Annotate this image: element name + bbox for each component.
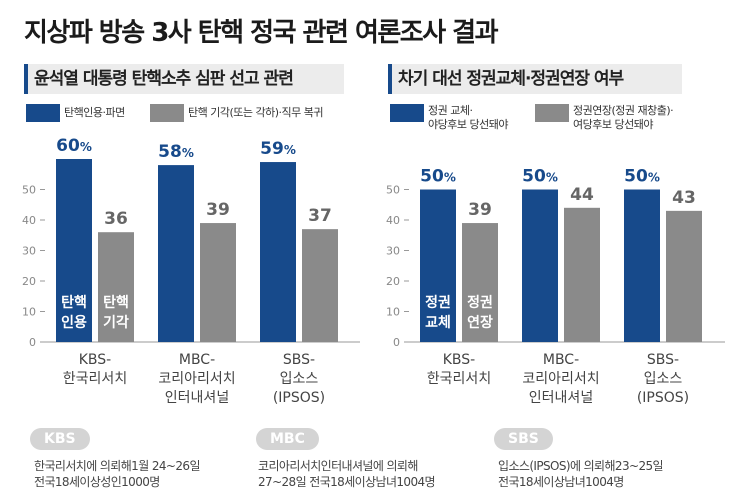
category-label: 인터내셔널	[529, 390, 593, 406]
y-tick-label: 20	[22, 275, 36, 288]
bar	[158, 165, 194, 342]
footer-note-sbs: 입소스(IPSOS)에 의뢰해23~25일 전국18세이상남녀1004명	[498, 459, 664, 489]
category-label: (IPSOS)	[273, 390, 325, 406]
data-label: 39	[206, 200, 230, 220]
bar	[260, 162, 296, 342]
bar	[200, 223, 236, 342]
category-label: KBS-	[79, 352, 111, 368]
data-label: 50%	[420, 167, 456, 187]
footer-badge-mbc: MBC	[256, 428, 319, 450]
in-bar-label: 정권	[425, 294, 451, 311]
y-tick-label: 50	[22, 184, 36, 197]
data-label: 59%	[260, 139, 296, 159]
y-tick-label: 20	[386, 275, 400, 288]
data-label: 37	[308, 206, 332, 226]
footer-note-mbc: 코리아리서치인터내셔널에 의뢰해 27~28일 전국18세이상남녀1004명	[258, 459, 436, 489]
bar	[462, 223, 498, 342]
left-panel-title-text: 윤석열 대통령 탄핵소추 심판 선고 관련	[34, 69, 294, 89]
data-label: 43	[672, 188, 696, 208]
footer-badge-kbs: KBS	[30, 428, 90, 450]
data-label: 36	[104, 209, 128, 229]
y-tick-label: 50	[386, 184, 400, 197]
category-label: 한국리서치	[63, 371, 127, 387]
title-accent-bar	[388, 64, 392, 94]
legend-swatch-gray	[150, 104, 184, 122]
data-label: 39	[468, 200, 492, 220]
category-label: 코리아리서치	[158, 371, 235, 387]
in-bar-label: 연장	[467, 314, 493, 331]
category-label: SBS-	[283, 352, 315, 368]
category-label: 한국리서치	[427, 371, 491, 387]
bar	[666, 210, 702, 342]
category-label: 인터내셔널	[165, 390, 229, 406]
bar	[98, 232, 134, 342]
y-tick-label: 30	[386, 245, 400, 258]
bar	[56, 159, 92, 342]
legend-label-impeach: 탄핵인용·파면	[64, 106, 125, 119]
in-bar-label: 교체	[425, 315, 451, 331]
category-label: SBS-	[647, 352, 679, 368]
data-label: 50%	[624, 167, 660, 187]
left-panel-title: 윤석열 대통령 탄핵소추 심판 선고 관련	[24, 64, 344, 94]
in-bar-label: 정권	[467, 294, 493, 311]
bar	[302, 229, 338, 342]
data-label: 44	[570, 185, 594, 205]
y-tick-label: 0	[29, 336, 36, 349]
category-label: KBS-	[443, 352, 475, 368]
legend-swatch-blue	[390, 104, 424, 122]
category-label: MBC-	[543, 352, 579, 368]
y-tick-label: 10	[22, 306, 36, 319]
category-label: 입소스	[644, 371, 683, 387]
y-tick-label: 40	[386, 214, 400, 227]
y-tick-label: 10	[386, 306, 400, 319]
legend-label-regime-extend: 정권연장(정권 재창출)· 여당후보 당선돼야	[573, 104, 674, 131]
bar	[624, 189, 660, 342]
data-label: 50%	[522, 167, 558, 187]
data-label: 60%	[56, 136, 92, 156]
title-accent-bar	[24, 64, 28, 94]
y-tick-label: 40	[22, 214, 36, 227]
legend-label-dismiss: 탄핵 기각(또는 각하)·직무 복귀	[188, 106, 324, 119]
footer-badge-sbs: SBS	[494, 428, 553, 450]
right-panel-title-text: 차기 대선 정권교체·정권연장 여부	[398, 69, 624, 89]
category-label: MBC-	[179, 352, 215, 368]
page-title: 지상파 방송 3사 탄핵 정국 관련 여론조사 결과	[24, 18, 499, 48]
right-panel-title: 차기 대선 정권교체·정권연장 여부	[388, 64, 682, 94]
data-label: 58%	[158, 142, 194, 162]
legend-swatch-blue	[26, 104, 60, 122]
category-label: 입소스	[280, 371, 319, 387]
in-bar-label: 인용	[61, 314, 87, 331]
category-label: 코리아리서치	[522, 371, 599, 387]
bar	[420, 189, 456, 342]
bar	[564, 207, 600, 342]
category-label: (IPSOS)	[637, 390, 689, 406]
in-bar-label: 탄핵	[61, 294, 87, 311]
y-tick-label: 0	[393, 336, 400, 349]
legend-swatch-gray	[535, 104, 569, 122]
footer-note-kbs: 한국리서치에 의뢰해1월 24~26일 전국18세이상성인1000명	[34, 459, 201, 489]
bar	[522, 189, 558, 342]
y-tick-label: 30	[22, 245, 36, 258]
in-bar-label: 탄핵	[103, 294, 129, 311]
legend-label-regime-change: 정권 교체· 야당후보 당선돼야	[428, 104, 508, 131]
in-bar-label: 기각	[103, 314, 129, 331]
